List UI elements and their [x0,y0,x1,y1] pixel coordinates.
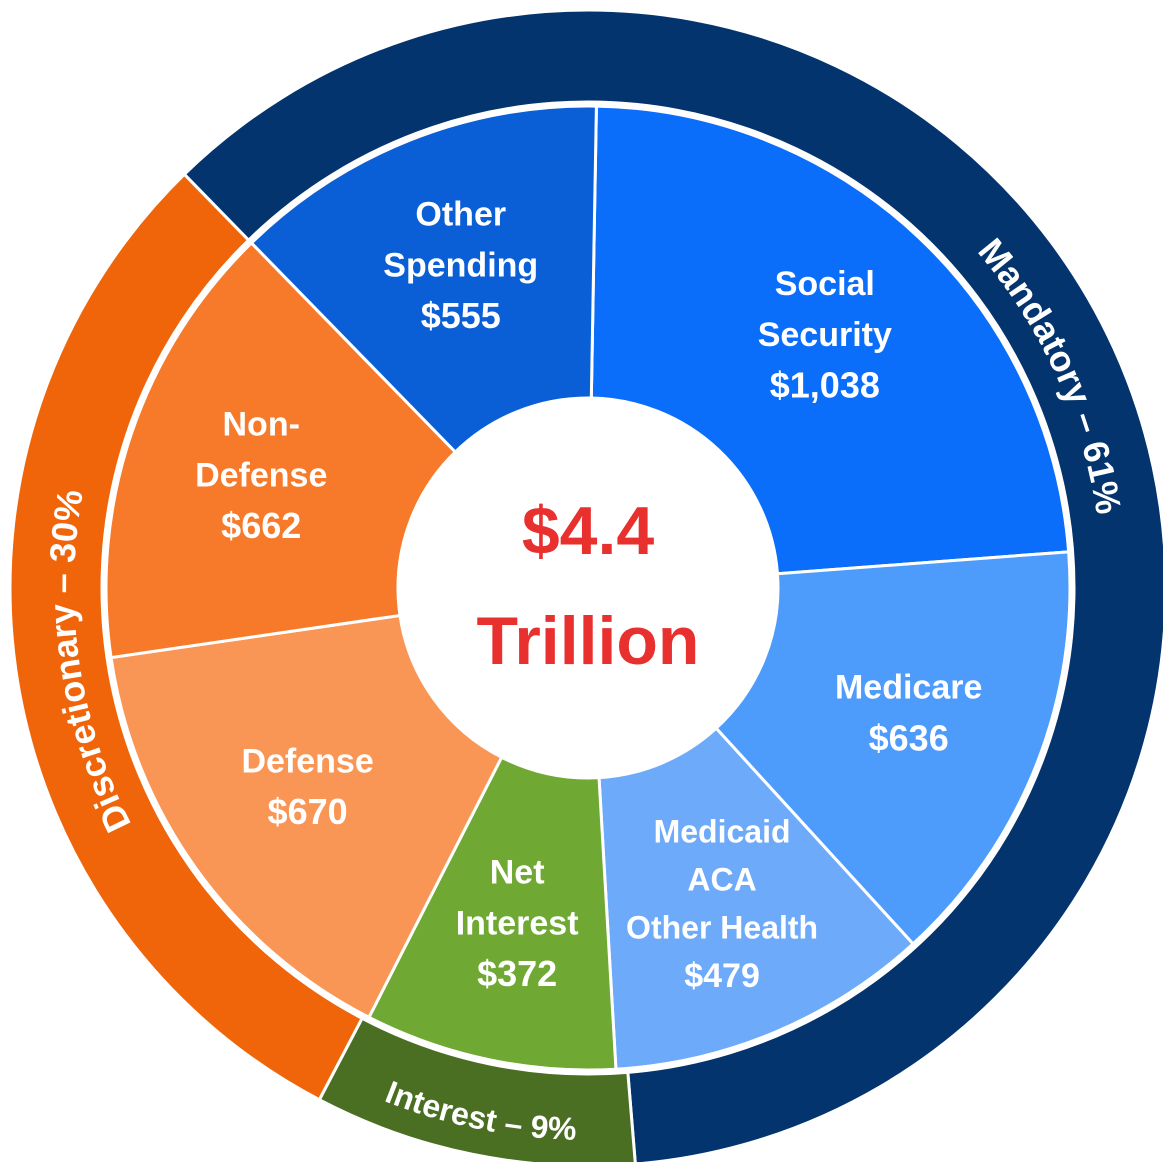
segment-label: Medicare [835,669,982,707]
segment-label: Other [415,195,506,233]
segment-label: Spending [383,246,538,284]
segment-label: Security [758,316,892,354]
segment-value: $636 [869,717,949,758]
segment-value: $1,038 [770,365,880,406]
segment-label: ACA [687,861,756,897]
inner-segment [109,613,504,1020]
segment-value: $479 [684,957,760,995]
segment-label: Other Health [626,909,818,945]
segment-label: Defense [195,456,327,494]
segment-label: Defense [241,742,373,780]
segment-label: Net [490,854,545,892]
segment-label: Medicaid [654,813,791,849]
segment-value: $372 [477,953,557,994]
segment-value: $670 [268,791,348,832]
segment-label: Social [775,265,875,303]
segment-value: $662 [221,505,301,546]
center-label: Trillion [477,603,700,679]
segment-label: Interest [456,905,579,943]
segment-value: $555 [421,295,501,336]
segment-label: Non- [223,405,300,443]
center-label: $4.4 [522,493,655,569]
outer-segment [8,172,365,1102]
center-hole [398,398,778,778]
outer-segment [182,8,1163,1162]
